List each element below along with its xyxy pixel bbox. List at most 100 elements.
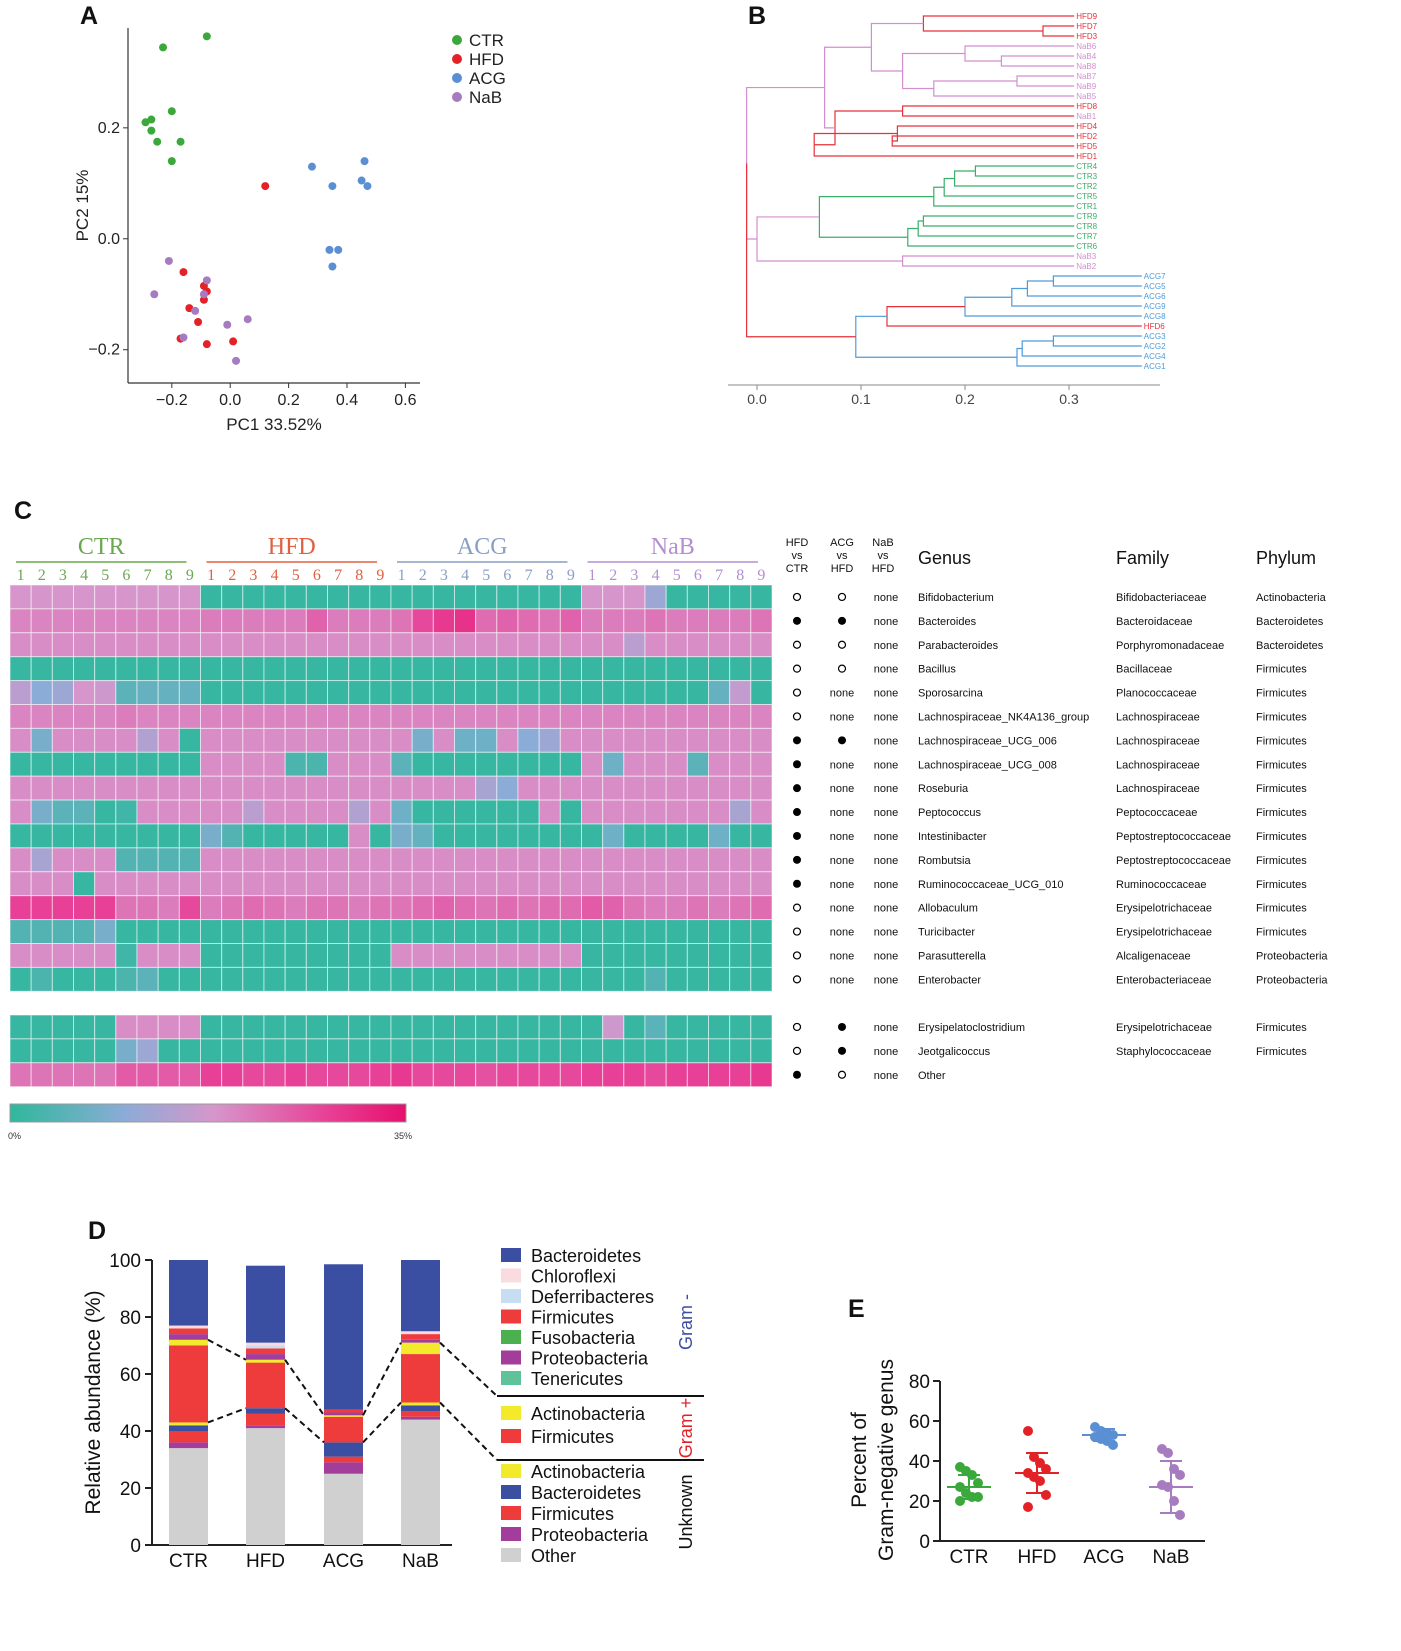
- genus-label: Intestinibacter: [918, 831, 987, 843]
- pca-point-nab: [199, 290, 208, 299]
- sig-hfd-vs-ctr: [792, 592, 802, 602]
- genus-label: Erysipelatoclostridium: [918, 1022, 1025, 1034]
- bar-segment: [401, 1402, 440, 1406]
- sig-nab-vs-hfd: none: [874, 664, 898, 676]
- sig-hfd-vs-ctr: [793, 808, 801, 817]
- leaf-label: CTR3: [1076, 172, 1097, 181]
- x-tick-label: NaB: [1153, 1547, 1190, 1568]
- bar-segment: [324, 1456, 363, 1463]
- pca-point-acg: [357, 176, 366, 185]
- leaf-label: HFD5: [1076, 142, 1097, 151]
- leaf-label: CTR8: [1076, 222, 1097, 231]
- sig-nab-vs-hfd: none: [874, 1022, 898, 1034]
- y-tick-label: 0.2: [98, 120, 120, 137]
- genus-label: Lachnospiraceae_UCG_008: [918, 759, 1057, 771]
- legend-marker-ctr: [452, 35, 462, 45]
- sig-nab-vs-hfd: none: [874, 831, 898, 843]
- group-header-acg: ACG: [457, 534, 508, 560]
- bar-segment: [169, 1328, 208, 1335]
- y-tick-label: −0.2: [88, 342, 120, 359]
- sample-number: 8: [546, 567, 554, 584]
- sig-acg-vs-hfd: none: [830, 974, 854, 986]
- family-label: Lachnospiraceae: [1116, 711, 1200, 723]
- comparison-header: HFD: [872, 563, 895, 575]
- sig-acg-vs-hfd: [838, 616, 846, 625]
- scale-min-label: 0%: [8, 1131, 21, 1141]
- pca-point-acg: [363, 182, 372, 191]
- comparison-header: vs: [837, 550, 849, 562]
- family-label: Erysipelotrichaceae: [1116, 1022, 1212, 1034]
- bar-segment: [169, 1334, 208, 1340]
- family-label: Lachnospiraceae: [1116, 759, 1200, 771]
- legend-section-label: Unknown: [676, 1474, 696, 1549]
- sig-nab-vs-hfd: none: [874, 927, 898, 939]
- bar-segment: [246, 1359, 285, 1363]
- phylum-header: Phylum: [1256, 548, 1316, 568]
- genus-label: Other: [918, 1070, 946, 1082]
- sig-acg-vs-hfd: none: [830, 711, 854, 723]
- pca-point-ctr: [167, 107, 176, 116]
- legend-label: Firmicutes: [531, 1308, 614, 1328]
- genus-label: Bifidobacterium: [918, 592, 994, 604]
- x-tick-label: NaB: [402, 1551, 439, 1572]
- sig-nab-vs-hfd: none: [874, 974, 898, 986]
- bar-segment: [401, 1334, 440, 1340]
- phylum-label: Proteobacteria: [1256, 950, 1328, 962]
- sample-number: 9: [186, 567, 194, 584]
- sample-number: 2: [228, 567, 236, 584]
- phylum-label: Firmicutes: [1256, 735, 1307, 747]
- sig-hfd-vs-ctr: [792, 951, 802, 960]
- sig-hfd-vs-ctr: [792, 975, 802, 984]
- pca-point-ctr: [202, 32, 211, 41]
- pca-point-acg: [334, 245, 343, 254]
- family-label: Bacteroidaceae: [1116, 616, 1192, 628]
- sig-hfd-vs-ctr: [793, 784, 801, 793]
- sig-hfd-vs-ctr: [792, 1022, 802, 1032]
- genus-label: Peptococcus: [918, 807, 981, 819]
- sample-number: 2: [609, 567, 617, 584]
- legend-label-acg: ACG: [469, 69, 506, 88]
- bar-segment: [169, 1339, 208, 1346]
- leaf-label: HFD8: [1076, 102, 1097, 111]
- sample-number: 5: [101, 567, 109, 584]
- family-label: Bifidobacteriaceae: [1116, 592, 1207, 604]
- pca-point-nab: [223, 320, 232, 329]
- y-tick-label: 100: [109, 1251, 141, 1272]
- data-point-acg: [1108, 1440, 1118, 1450]
- bar-segment: [246, 1425, 285, 1429]
- sig-acg-vs-hfd: none: [830, 950, 854, 962]
- legend-label: Firmicutes: [531, 1427, 614, 1447]
- phylum-label: Firmicutes: [1256, 855, 1307, 867]
- bar-segment: [246, 1342, 285, 1346]
- dendrogram-chart: HFD9HFD7HFD3NaB6NaB4NaB8NaB7NaB9NaB5HFD8…: [728, 12, 1166, 407]
- legend-label: Bacteroidetes: [531, 1246, 641, 1266]
- dendro-tick-label: 0.2: [955, 391, 975, 407]
- family-label: Lachnospiraceae: [1116, 735, 1200, 747]
- phylum-label: Firmicutes: [1256, 879, 1307, 891]
- sample-number: 7: [334, 567, 342, 584]
- sig-acg-vs-hfd: none: [830, 903, 854, 915]
- genus-header: Genus: [918, 548, 971, 568]
- legend-swatch: [501, 1548, 521, 1562]
- sample-number: 8: [355, 567, 363, 584]
- sample-number: 8: [736, 567, 744, 584]
- bar-segment: [246, 1428, 285, 1545]
- phylum-label: Firmicutes: [1256, 711, 1307, 723]
- sig-hfd-vs-ctr: [792, 927, 802, 936]
- sample-number: 3: [249, 567, 257, 584]
- phylum-label: Actinobacteria: [1256, 592, 1327, 604]
- pca-point-nab: [150, 290, 159, 299]
- data-point-ctr: [973, 1478, 983, 1488]
- pca-point-nab: [243, 315, 252, 324]
- pca-point-nab: [232, 356, 241, 365]
- x-tick-label: ACG: [323, 1551, 364, 1572]
- bar-segment: [324, 1409, 363, 1413]
- comparison-header: ACG: [830, 537, 854, 549]
- sample-number: 9: [757, 567, 765, 584]
- dashed-connector: [284, 1407, 325, 1444]
- bar-segment: [401, 1411, 440, 1417]
- sig-acg-vs-hfd: [838, 736, 846, 745]
- sig-nab-vs-hfd: none: [874, 592, 898, 604]
- sig-nab-vs-hfd: none: [874, 711, 898, 723]
